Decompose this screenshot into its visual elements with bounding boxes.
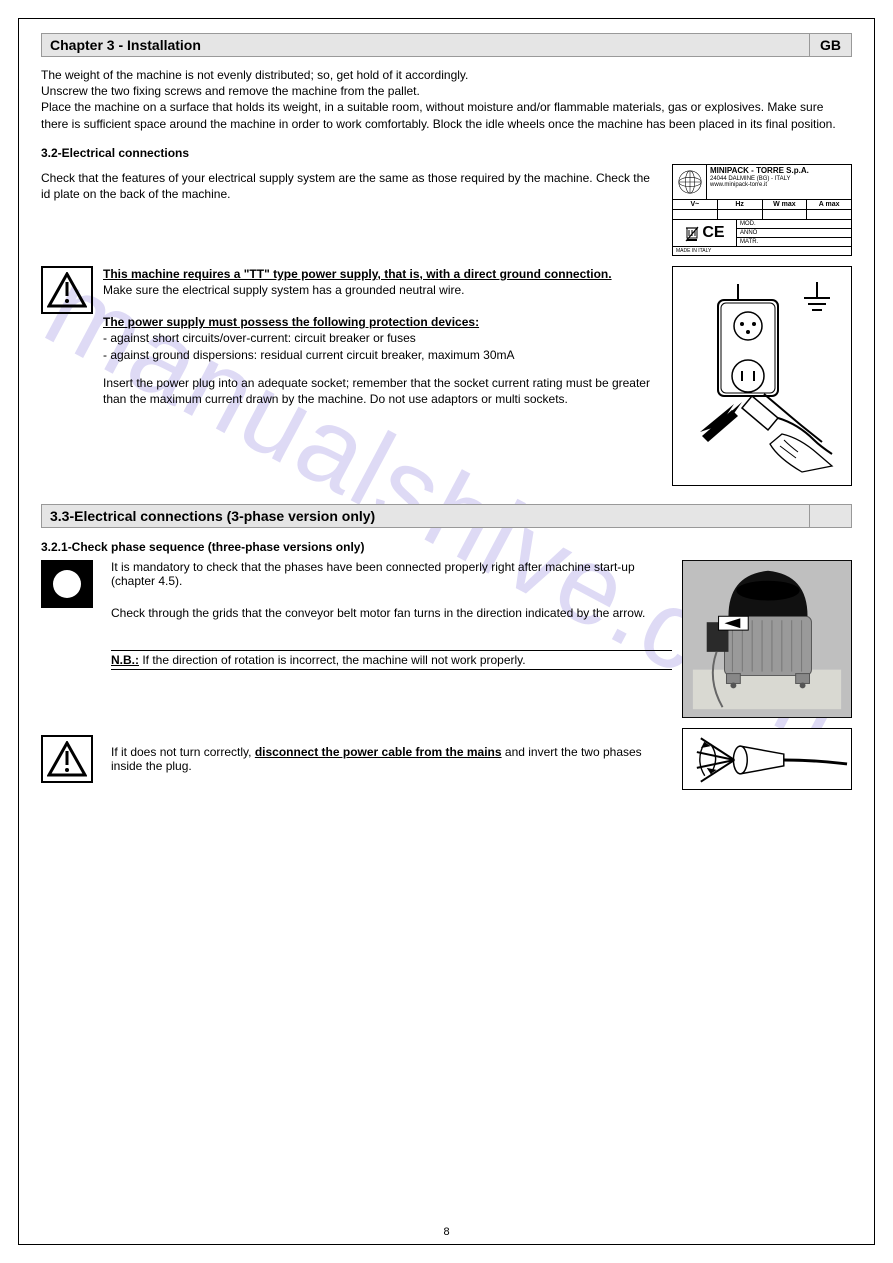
warning-icon-box [41, 266, 93, 314]
row-invert-phases: If it does not turn correctly, disconnec… [41, 728, 852, 790]
section-3-3-blank [809, 505, 851, 527]
subheading-phase-check: 3.2.1-Check phase sequence (three-phase … [41, 540, 852, 554]
warning-icon-box-2 [41, 735, 93, 783]
identification-plate: MINIPACK - TORRE S.p.A. 24044 DALMINE (B… [672, 164, 852, 256]
invert-plug-illustration [685, 730, 849, 788]
plate-line-matr: MATR. [737, 238, 851, 246]
warning-triangle-icon [47, 272, 87, 308]
figure-plug-socket [672, 266, 852, 486]
chapter-lang-code: GB [809, 34, 851, 56]
figure-invert-plug [682, 728, 852, 790]
plate-company-web: www.minipack-torre.it [710, 182, 848, 189]
page-footer: 8 [19, 1226, 874, 1238]
mandatory-text-col: It is mandatory to check that the phases… [111, 560, 672, 670]
page-frame: manualshive.com Chapter 3 - Installation… [18, 18, 875, 1245]
mandatory-circle-icon [50, 567, 84, 601]
mandatory-icon-box [41, 560, 93, 608]
warn2-line-a: The power supply must possess the follow… [103, 314, 660, 330]
warning-tt-text: This machine requires a "TT" type power … [103, 266, 660, 407]
invert-text: If it does not turn correctly, disconnec… [111, 745, 672, 773]
plate-top-row: MINIPACK - TORRE S.p.A. 24044 DALMINE (B… [673, 165, 851, 200]
check-fan-text: Check through the grids that the conveyo… [111, 606, 672, 620]
plate-company-addr: 24044 DALMINE (BG) - ITALY [710, 176, 848, 183]
plate-company: MINIPACK - TORRE S.p.A. 24044 DALMINE (B… [707, 165, 851, 199]
mandatory-text: It is mandatory to check that the phases… [111, 560, 672, 588]
section-bar-3-3: 3.3-Electrical connections (3-phase vers… [41, 504, 852, 528]
plate-value-row [673, 210, 851, 220]
section-3-3-title: 3.3-Electrical connections (3-phase vers… [42, 505, 809, 527]
row-mandatory-phase: It is mandatory to check that the phases… [41, 560, 852, 718]
plug-socket-illustration [682, 276, 842, 476]
plate-head-wmax: W max [763, 200, 808, 209]
row-check-dataplate: Check that the features of your electric… [41, 164, 852, 256]
plate-bottom-row: CE MOD. ANNO MATR. [673, 220, 851, 246]
plate-val-wmax [763, 210, 808, 219]
warning-triangle-icon-2 [47, 741, 87, 777]
invert-b: disconnect the power cable from the main… [255, 745, 502, 759]
warn2-line-b: - against short circuits/over-current: c… [103, 330, 660, 346]
plate-head-hz: Hz [718, 200, 763, 209]
plate-made-in: MADE IN ITALY [673, 246, 851, 255]
warn1-line-a: This machine requires a "TT" type power … [103, 267, 612, 281]
chapter-bar-installation: Chapter 3 - Installation GB [41, 33, 852, 57]
plate-lines: MOD. ANNO MATR. [737, 220, 851, 246]
note-lead: N.B.: [111, 653, 139, 667]
note-text: If the direction of rotation is incorrec… [139, 653, 526, 667]
row-warning-connection: This machine requires a "TT" type power … [41, 266, 852, 486]
chapter-title: Chapter 3 - Installation [42, 34, 809, 56]
plate-val-hz [718, 210, 763, 219]
plate-head-v: V~ [673, 200, 718, 209]
ce-mark: CE [702, 224, 724, 242]
figure-motor-fan [682, 560, 852, 718]
plate-company-name: MINIPACK - TORRE S.p.A. [710, 167, 848, 176]
plate-val-v [673, 210, 718, 219]
invert-a: If it does not turn correctly, [111, 745, 255, 759]
plate-logo [673, 165, 707, 199]
warn2-line-c: - against ground dispersions: residual c… [103, 347, 660, 363]
plate-val-amax [807, 210, 851, 219]
plate-head-amax: A max [807, 200, 851, 209]
plate-ce-block: CE [673, 220, 737, 246]
warn1-line-b: Make sure the electrical supply system h… [103, 282, 660, 298]
subheading-electrical-connections: 3.2-Electrical connections [41, 146, 852, 160]
page-content: Chapter 3 - Installation GB The weight o… [19, 19, 874, 804]
plate-line-mod: MOD. [737, 220, 851, 229]
check-text: Check that the features of your electric… [41, 170, 660, 202]
weee-bin-icon [684, 224, 700, 242]
plate-line-anno: ANNO [737, 229, 851, 238]
warn3-text: Insert the power plug into an adequate s… [103, 375, 660, 407]
motor-fan-illustration [683, 560, 851, 718]
globe-icon [676, 168, 704, 196]
body-top-paragraph: The weight of the machine is not evenly … [41, 67, 852, 132]
note-block: N.B.: If the direction of rotation is in… [111, 650, 672, 670]
plate-header-row: V~ Hz W max A max [673, 200, 851, 210]
